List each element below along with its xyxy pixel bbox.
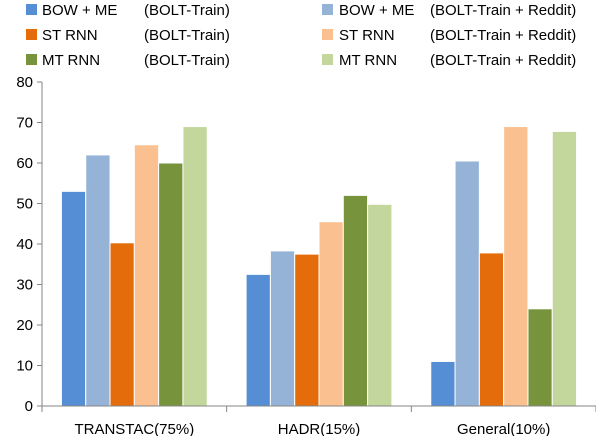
y-axis: 0 10 20 30 40 50 60 70 80 [16,74,43,415]
bar [527,308,553,407]
legend-swatch [26,29,37,40]
bar [551,130,578,407]
bar [182,126,208,407]
y-tick-label: 30 [16,277,33,294]
legend-model-label: BOW + ME [42,2,117,19]
bar [85,154,111,407]
legend-swatch [322,29,333,40]
bar [60,190,87,407]
y-tick-label: 80 [16,74,33,91]
x-axis: TRANSTAC(75%) HADR(15%) General(10%) [41,405,596,436]
legend-data-label: (BOLT-Train) [144,2,230,19]
legend-swatch [322,4,333,15]
bar [269,250,296,407]
x-category-label: HADR(15%) [278,421,361,436]
legend-data-label: (BOLT-Train + Reddit) [430,27,576,44]
bar [318,221,344,407]
legend-model-label: BOW + ME [339,2,414,19]
legend: BOW + ME (BOLT-Train) BOW + ME (BOLT-Train … [26,2,576,69]
bar [454,160,480,407]
legend-swatch [26,4,37,15]
bar [342,194,369,407]
y-tick-label: 10 [16,358,33,375]
legend-model-label: MT RNN [339,52,397,69]
bar [133,144,160,407]
legend-swatch [26,54,37,65]
bar [245,273,271,407]
y-tick-label: 60 [16,155,33,172]
legend-data-label: (BOLT-Train) [144,52,230,69]
bar [367,203,393,407]
bar [158,162,184,407]
bar [503,126,529,407]
legend-model-label: ST RNN [42,27,98,44]
legend-model-label: ST RNN [339,27,395,44]
y-tick-label: 0 [25,398,33,415]
legend-model-label: MT RNN [42,52,100,69]
y-tick-label: 50 [16,196,33,213]
bar [109,242,135,407]
bars [60,126,578,407]
bar [294,253,320,407]
legend-data-label: (BOLT-Train + Reddit) [430,2,576,19]
y-tick-label: 20 [16,317,33,334]
y-tick-label: 70 [16,115,33,132]
y-tick-label: 40 [16,236,33,253]
x-category-label: TRANSTAC(75%) [74,421,194,436]
bar [478,252,505,407]
legend-data-label: (BOLT-Train) [144,27,230,44]
x-category-label: General(10%) [457,421,550,436]
legend-swatch [322,54,333,65]
legend-data-label: (BOLT-Train + Reddit) [430,52,576,69]
bar [430,360,456,407]
